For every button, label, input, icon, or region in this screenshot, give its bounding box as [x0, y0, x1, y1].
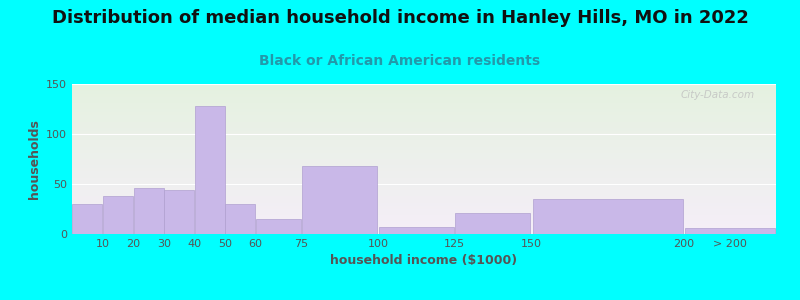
Bar	[72, 204, 102, 234]
Text: Black or African American residents: Black or African American residents	[259, 54, 541, 68]
Bar	[533, 199, 682, 234]
Bar	[194, 106, 225, 234]
Text: Distribution of median household income in Hanley Hills, MO in 2022: Distribution of median household income …	[51, 9, 749, 27]
Bar	[455, 213, 530, 234]
Bar	[134, 188, 163, 234]
Bar	[302, 166, 378, 234]
X-axis label: household income ($1000): household income ($1000)	[330, 254, 518, 267]
Bar	[256, 219, 301, 234]
Bar	[164, 190, 194, 234]
Text: City-Data.com: City-Data.com	[681, 90, 755, 100]
Bar	[226, 204, 255, 234]
Bar	[685, 228, 775, 234]
Bar	[103, 196, 133, 234]
Y-axis label: households: households	[27, 119, 41, 199]
Bar	[379, 227, 454, 234]
